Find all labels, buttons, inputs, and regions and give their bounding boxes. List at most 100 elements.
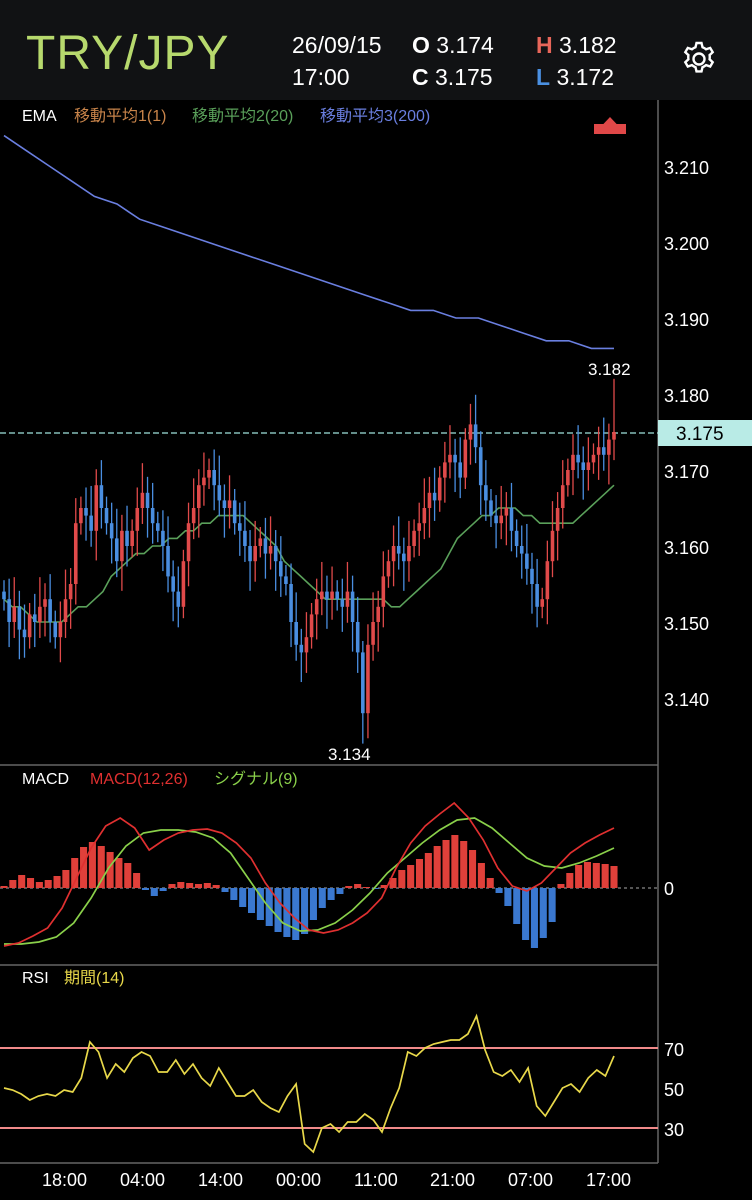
candle-body	[268, 546, 273, 554]
macd-histogram-bar	[62, 870, 70, 888]
candle-body	[448, 454, 452, 463]
candle-body	[58, 622, 63, 638]
macd-legend-2: シグナル(9)	[214, 770, 298, 788]
macd-histogram-bar	[212, 885, 220, 888]
macd-histogram-bar	[530, 888, 538, 948]
ema-legend-1: 移動平均1(1)	[74, 107, 166, 125]
macd-histogram-bar	[575, 865, 583, 888]
candle-body	[571, 454, 575, 470]
macd-histogram-bar	[495, 888, 503, 893]
candle-body	[540, 599, 545, 607]
candle-body	[68, 584, 73, 600]
rsi-y-tick: 50	[664, 1080, 684, 1100]
candle-body	[366, 644, 370, 714]
macd-histogram-bar	[150, 888, 158, 896]
chart-area[interactable]: EMA 移動平均1(1) 移動平均2(20) 移動平均3(200) 3.210 …	[0, 100, 752, 1200]
macd-histogram-bar	[168, 884, 176, 888]
high-marker-label: 3.182	[588, 360, 631, 379]
candle-body	[335, 591, 339, 600]
candle-body	[330, 591, 334, 600]
currency-pair-title: TRY/JPY	[26, 27, 230, 80]
time-label: 17:00	[292, 64, 350, 90]
close-row: C 3.175	[412, 64, 493, 91]
up-triangle-icon[interactable]	[594, 117, 626, 134]
ema-y-axis: 3.210 3.200 3.190 3.180 3.170 3.160 3.15…	[664, 158, 709, 710]
date-label: 26/09/15	[292, 32, 382, 58]
candle-body	[12, 606, 17, 622]
macd-histogram-bar	[548, 888, 556, 922]
macd-histogram-bar	[513, 888, 521, 924]
candle-body	[166, 546, 170, 577]
candle-body	[238, 523, 242, 531]
candle-body	[325, 591, 329, 600]
candle-body	[309, 614, 314, 638]
candle-body	[509, 508, 514, 531]
y-tick-label: 3.140	[664, 690, 709, 710]
candle-body	[196, 485, 201, 508]
candle-body	[181, 561, 186, 607]
low-marker-label: 3.134	[328, 745, 371, 764]
candle-body	[432, 492, 437, 501]
candle-body	[412, 530, 416, 546]
macd-histogram-bar	[336, 888, 344, 894]
macd-line	[3, 801, 615, 947]
candle-body	[222, 500, 227, 508]
macd-histogram-bar	[26, 878, 35, 888]
macd-histogram-bar	[415, 859, 424, 888]
candle-body	[402, 553, 406, 562]
macd-histogram-bar	[469, 850, 477, 888]
macd-histogram-bar	[18, 875, 26, 888]
macd-histogram-bar	[354, 884, 362, 888]
macd-zero-label: 0	[664, 879, 674, 899]
macd-histogram-bar	[124, 863, 132, 888]
macd-legend-1: MACD(12,26)	[90, 771, 188, 788]
candle-body	[217, 485, 222, 501]
candle-body	[53, 622, 58, 638]
macd-histogram-bar	[159, 888, 167, 891]
candle-body	[258, 538, 263, 546]
macd-histogram-bar	[106, 852, 114, 888]
macd-histogram-bar	[239, 888, 247, 907]
candle-body	[453, 454, 457, 463]
candle-body	[566, 470, 570, 486]
macd-histogram-bar	[442, 840, 450, 888]
candle-body	[545, 561, 550, 600]
candle-body	[27, 614, 32, 638]
rsi-legend: 期間(14)	[64, 969, 124, 987]
y-tick-label: 3.210	[664, 158, 709, 178]
candle-body	[79, 508, 83, 524]
candle-body	[525, 553, 529, 569]
candle-body	[279, 561, 283, 577]
candle-body	[535, 584, 539, 607]
open-value: 3.174	[436, 32, 494, 58]
candle-body	[443, 462, 447, 478]
candle-body	[38, 606, 42, 622]
macd-histogram-bar	[248, 888, 256, 913]
x-tick-label: 21:00	[430, 1170, 475, 1190]
candle-body	[499, 515, 504, 524]
candle-body	[263, 538, 268, 554]
candle-body	[289, 584, 293, 622]
open-key: O	[412, 32, 430, 58]
macd-histogram-bar	[256, 888, 264, 920]
low-value: 3.172	[556, 64, 615, 90]
high-value: 3.182	[559, 32, 617, 58]
ema200-line	[3, 134, 614, 350]
low-key: L	[536, 64, 551, 90]
candle-body	[273, 546, 278, 562]
gear-icon[interactable]	[680, 40, 718, 78]
candle-body	[417, 523, 422, 531]
candle-body	[489, 500, 493, 516]
candle-body	[48, 599, 52, 622]
macd-histogram-bar	[80, 847, 88, 888]
ema-legend-2: 移動平均2(20)	[192, 107, 293, 125]
macd-histogram-bar	[194, 884, 203, 888]
candle-body	[135, 508, 140, 531]
candle-body	[120, 530, 124, 562]
candle-body	[145, 492, 150, 508]
macd-histogram-bar	[460, 841, 468, 888]
candle-body	[407, 546, 411, 562]
macd-histogram-bar	[0, 886, 8, 888]
time-axis: 18:00 04:00 14:00 00:00 11:00 21:00 07:0…	[42, 1170, 631, 1190]
candle-body	[530, 568, 534, 584]
